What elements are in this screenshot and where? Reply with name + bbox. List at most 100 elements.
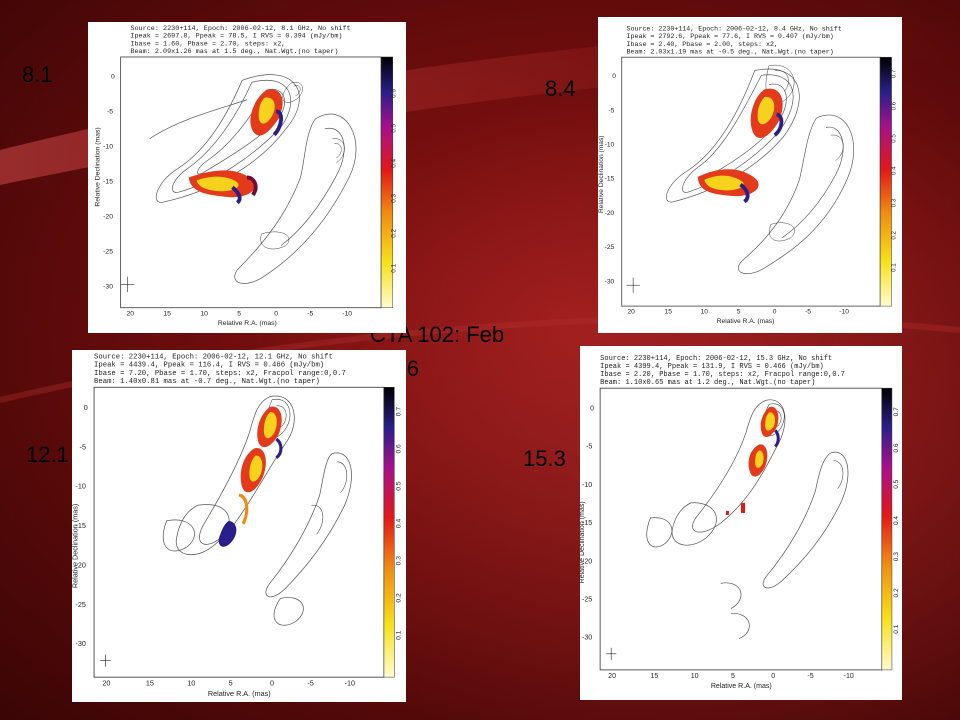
svg-text:20: 20 — [102, 678, 110, 687]
svg-text:5: 5 — [731, 673, 735, 680]
svg-text:15: 15 — [650, 673, 658, 680]
svg-text:0: 0 — [270, 678, 274, 687]
freq-label-15-3: 15.3 — [523, 446, 566, 471]
svg-text:5: 5 — [237, 311, 241, 318]
svg-text:0.6: 0.6 — [890, 101, 897, 110]
polarization-emission — [188, 89, 283, 205]
svg-text:Ipeak = 4399.4, Ppeak = 131.9,: Ipeak = 4399.4, Ppeak = 131.9, I RVS = 0… — [600, 363, 824, 371]
svg-text:0.5: 0.5 — [391, 124, 398, 133]
svg-text:0: 0 — [773, 309, 777, 316]
panel-header: Source: 2230+114, Epoch: 2006-02-12, 8.4… — [627, 25, 842, 56]
svg-text:Ibase = 7.20, Pbase = 1.70, st: Ibase = 7.20, Pbase = 1.70, steps: x2, F… — [94, 370, 346, 378]
svg-text:-5: -5 — [805, 309, 811, 316]
svg-text:0.7: 0.7 — [890, 69, 897, 78]
freq-label-8-1: 8.1 — [22, 62, 53, 87]
svg-text:-5: -5 — [107, 108, 113, 115]
svg-text:Ipeak = 4439.4, Ppeak = 116.4,: Ipeak = 4439.4, Ppeak = 116.4, I RVS = 0… — [94, 362, 324, 370]
svg-text:-5: -5 — [80, 442, 86, 451]
svg-text:-10: -10 — [345, 678, 355, 687]
svg-text:0.5: 0.5 — [893, 479, 900, 488]
svg-text:Relative Declination (mas): Relative Declination (mas) — [94, 127, 101, 206]
svg-text:0.4: 0.4 — [893, 516, 900, 525]
y-axis: 0 -5 -10 -15 -20 -25 -30 Relative Declin… — [72, 403, 88, 648]
svg-text:Ibase = 1.60, Pbase = 2.70, st: Ibase = 1.60, Pbase = 2.70, steps: x2, — [130, 40, 285, 48]
svg-text:-15: -15 — [605, 176, 615, 183]
svg-text:-10: -10 — [844, 673, 854, 680]
svg-text:0.3: 0.3 — [890, 198, 897, 207]
panel-header: Source: 2230+114, Epoch: 2006-02-12, 8.1… — [130, 25, 350, 56]
svg-text:10: 10 — [691, 673, 699, 680]
svg-text:-20: -20 — [75, 560, 85, 569]
vlbi-map-8-1: Source: 2230+114, Epoch: 2006-02-12, 8.1… — [94, 25, 398, 327]
svg-text:15: 15 — [146, 678, 154, 687]
svg-text:0.2: 0.2 — [391, 229, 398, 238]
svg-text:15: 15 — [163, 311, 171, 318]
svg-text:Source: 2230+114, Epoch: 2006-: Source: 2230+114, Epoch: 2006-02-12, 12.… — [94, 353, 333, 361]
svg-text:20: 20 — [627, 309, 635, 316]
svg-text:0: 0 — [84, 403, 88, 412]
svg-text:-5: -5 — [307, 678, 313, 687]
svg-text:0.7: 0.7 — [893, 407, 900, 416]
vlbi-map-panel-12-1: Source: 2230+114, Epoch: 2006-02-12, 12.… — [72, 350, 406, 702]
vlbi-map-15-3: Source: 2230+114, Epoch: 2006-02-12, 15.… — [580, 355, 900, 690]
colorbar: 0.1 0.2 0.3 0.4 0.5 0.6 0.7 — [881, 387, 900, 671]
svg-text:-10: -10 — [103, 143, 113, 150]
svg-text:-5: -5 — [307, 311, 313, 318]
polarization-emission — [697, 88, 784, 204]
svg-text:Beam: 2.03x1.19 mas at -0.5 de: Beam: 2.03x1.19 mas at -0.5 deg., Nat.Wg… — [627, 47, 834, 55]
svg-text:-30: -30 — [605, 278, 615, 285]
vlbi-map-panel-15-3: Source: 2230+114, Epoch: 2006-02-12, 15.… — [580, 346, 902, 700]
svg-text:-5: -5 — [807, 673, 813, 680]
svg-text:-30: -30 — [582, 635, 592, 642]
svg-text:0: 0 — [771, 673, 775, 680]
svg-text:Ipeak = 2792.6, Ppeak = 77.6,: Ipeak = 2792.6, Ppeak = 77.6, I RVS = 0.… — [627, 32, 834, 40]
polarization-emission — [725, 406, 780, 515]
svg-text:10: 10 — [701, 309, 709, 316]
freq-label-8-4: 8.4 — [545, 76, 576, 101]
svg-text:-10: -10 — [342, 311, 352, 318]
freq-label-12-1: 12.1 — [26, 442, 69, 467]
svg-text:0.5: 0.5 — [396, 481, 403, 491]
svg-text:10: 10 — [200, 311, 208, 318]
svg-text:-30: -30 — [75, 639, 85, 648]
svg-text:-10: -10 — [582, 482, 592, 489]
svg-text:Source: 2230+114, Epoch: 2006-: Source: 2230+114, Epoch: 2006-02-12, 15.… — [600, 355, 832, 363]
svg-text:Relative R.A. (mas): Relative R.A. (mas) — [208, 689, 271, 698]
colorbar: 0.1 0.2 0.3 0.4 0.5 0.6 0.7 — [383, 387, 403, 678]
svg-text:-15: -15 — [582, 520, 592, 527]
svg-text:0.4: 0.4 — [391, 159, 398, 168]
x-axis: 20 15 10 5 0 -5 -10 Relative R.A. (mas) — [608, 673, 854, 690]
svg-text:Relative Declination (mas): Relative Declination (mas) — [598, 135, 605, 213]
svg-text:Ipeak = 2697.8, Ppeak = 78.5,: Ipeak = 2697.8, Ppeak = 78.5, I RVS = 0.… — [130, 33, 342, 41]
svg-text:-10: -10 — [839, 309, 849, 316]
svg-text:Beam: 1.40x0.81 mas at -0.7 de: Beam: 1.40x0.81 mas at -0.7 deg., Nat.Wg… — [94, 378, 320, 386]
svg-text:0: 0 — [111, 73, 115, 80]
svg-text:0.1: 0.1 — [396, 630, 403, 640]
svg-text:5: 5 — [737, 309, 741, 316]
svg-text:0.6: 0.6 — [396, 444, 403, 454]
svg-text:0.3: 0.3 — [391, 194, 398, 203]
svg-text:Beam: 1.10x0.65 mas at 1.2 deg: Beam: 1.10x0.65 mas at 1.2 deg., Nat.Wgt… — [600, 379, 815, 387]
svg-text:0: 0 — [612, 73, 616, 80]
svg-text:-20: -20 — [582, 558, 592, 565]
x-axis: 20 15 10 5 0 -5 -10 Relative R.A. (mas) — [102, 678, 355, 697]
polarization-emission — [218, 406, 283, 547]
svg-text:-5: -5 — [608, 107, 614, 114]
svg-text:0: 0 — [274, 311, 278, 318]
y-axis: 0 -5 -10 -15 -20 -25 -30 Relative Declin… — [94, 73, 115, 290]
svg-text:0.6: 0.6 — [391, 89, 398, 98]
svg-text:-25: -25 — [75, 600, 85, 609]
colorbar: 0.1 0.2 0.3 0.4 0.5 0.6 0.7 — [879, 56, 897, 307]
svg-text:0.6: 0.6 — [893, 443, 900, 452]
svg-text:0.1: 0.1 — [893, 624, 900, 633]
svg-text:0.1: 0.1 — [391, 263, 398, 272]
y-axis: 0 -5 -10 -15 -20 -25 -30 Relative Declin… — [580, 405, 594, 641]
svg-text:-25: -25 — [103, 248, 113, 255]
svg-text:-25: -25 — [605, 244, 615, 251]
svg-text:-10: -10 — [605, 142, 615, 149]
svg-text:Source: 2230+114, Epoch: 2006-: Source: 2230+114, Epoch: 2006-02-12, 8.1… — [130, 25, 350, 33]
svg-text:-20: -20 — [103, 213, 113, 220]
svg-text:-15: -15 — [75, 521, 85, 530]
svg-text:-25: -25 — [582, 596, 592, 603]
svg-text:0.4: 0.4 — [396, 518, 403, 528]
